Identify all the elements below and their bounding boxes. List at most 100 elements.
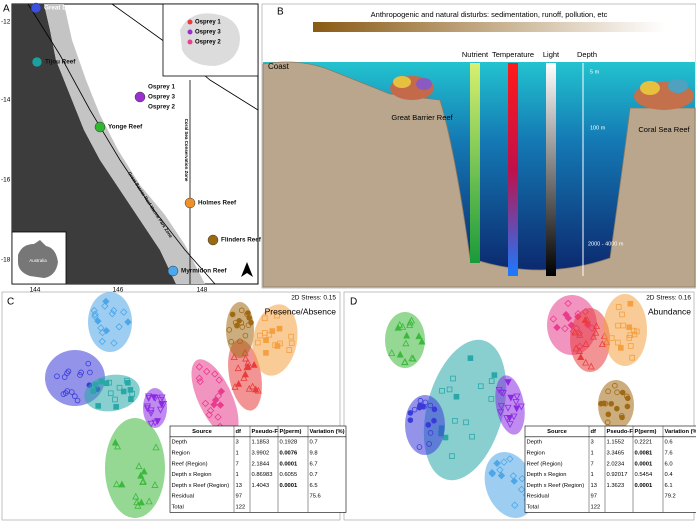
table-header: Variation (%) xyxy=(665,429,696,435)
point xyxy=(262,330,268,336)
ordination xyxy=(45,292,298,518)
point xyxy=(242,332,249,339)
point xyxy=(147,407,155,415)
site-dot xyxy=(167,265,179,277)
point xyxy=(246,315,253,321)
table-cell: 3.3465 xyxy=(607,451,625,457)
point xyxy=(143,403,151,411)
point xyxy=(615,304,622,310)
point xyxy=(215,376,223,384)
point xyxy=(407,410,414,416)
point xyxy=(614,405,620,412)
point xyxy=(102,326,111,335)
point xyxy=(497,403,505,411)
point xyxy=(553,323,561,332)
depth-label: 5 m xyxy=(590,69,600,75)
point xyxy=(110,306,118,315)
point xyxy=(216,401,225,409)
point xyxy=(605,388,611,395)
point xyxy=(125,379,131,386)
group-hull xyxy=(484,452,536,518)
point xyxy=(587,362,595,370)
point xyxy=(431,417,437,424)
point xyxy=(235,380,243,387)
point xyxy=(507,394,515,402)
site-dot xyxy=(31,56,43,68)
disturbance-gradient xyxy=(313,22,665,32)
point xyxy=(98,378,105,385)
point xyxy=(145,497,153,505)
point xyxy=(92,381,99,388)
point xyxy=(426,441,432,447)
reef-label: Coral Sea Reef xyxy=(638,125,690,134)
point xyxy=(608,335,615,341)
point xyxy=(145,395,153,402)
point xyxy=(90,388,97,394)
reef-label: Great Barrier Reef xyxy=(391,113,453,122)
point xyxy=(124,318,132,326)
point xyxy=(572,344,580,352)
point xyxy=(403,331,411,339)
table-cell: 0.0081 xyxy=(635,451,654,457)
table-cell: 6.7 xyxy=(310,461,318,467)
table-cell: 13 xyxy=(591,483,597,489)
point xyxy=(503,415,511,422)
boundary-line xyxy=(27,3,216,285)
point xyxy=(214,392,223,400)
point xyxy=(263,337,269,343)
point xyxy=(449,453,455,459)
point xyxy=(112,396,118,403)
inset-reef xyxy=(180,13,240,66)
point xyxy=(147,420,155,428)
point xyxy=(118,480,126,488)
lat-tick: -14 xyxy=(1,97,11,104)
point xyxy=(605,411,612,418)
table-cell: Reef (Region) xyxy=(527,461,563,467)
gradient-label: Nutrient xyxy=(462,50,489,59)
table-cell: 1.4043 xyxy=(252,483,270,489)
point xyxy=(266,331,273,338)
table-cell: 0.0001 xyxy=(635,461,654,467)
point xyxy=(137,498,145,506)
point xyxy=(627,300,634,307)
point xyxy=(561,324,569,333)
point xyxy=(116,384,123,391)
point xyxy=(242,354,250,362)
point xyxy=(453,393,460,400)
lon-tick: 144 xyxy=(30,287,41,294)
group-hull xyxy=(423,339,507,481)
point xyxy=(592,328,600,336)
table-cell: 0.6055 xyxy=(280,472,298,478)
point xyxy=(463,419,469,426)
group-hull xyxy=(88,292,132,352)
table-cell: 1.1853 xyxy=(252,440,270,446)
table-cell: 3 xyxy=(236,440,239,446)
point xyxy=(477,383,484,390)
point xyxy=(629,354,636,361)
point xyxy=(108,309,116,318)
point xyxy=(402,339,410,347)
point xyxy=(416,444,423,450)
point xyxy=(511,501,519,509)
reef-blob xyxy=(640,81,660,95)
table-cell: Depth x Region xyxy=(172,472,212,478)
point xyxy=(234,322,240,329)
north-arrow xyxy=(241,262,253,277)
table-cell: 13 xyxy=(236,483,242,489)
table-header: Source xyxy=(192,429,212,435)
point xyxy=(401,358,409,366)
point xyxy=(427,402,434,409)
point xyxy=(98,337,106,346)
point xyxy=(406,318,414,326)
point xyxy=(425,422,432,428)
point xyxy=(510,413,518,421)
table-cell: Reef (Region) xyxy=(172,461,208,467)
table-cell: 1.3623 xyxy=(607,483,625,489)
point xyxy=(236,318,242,324)
point xyxy=(614,389,620,396)
table-cell: 9.8 xyxy=(310,451,318,457)
table-cell: Total xyxy=(527,505,539,511)
point xyxy=(582,340,590,347)
point xyxy=(269,328,276,334)
point xyxy=(154,418,162,425)
